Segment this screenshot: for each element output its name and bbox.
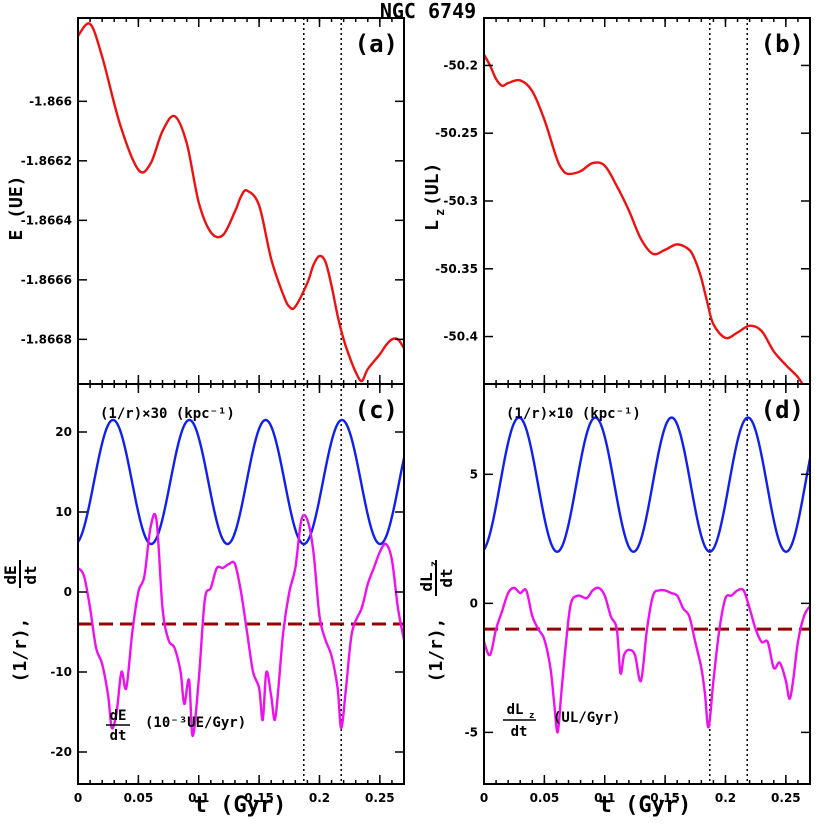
x-tick-label: 0.25 (771, 791, 801, 805)
panel-c: 0 0.05 0.1 0.15 0.2 0.25 20 10 0 -10 -20 (c) (50, 383, 405, 805)
series-line-c-1 (78, 418, 404, 546)
y-tick-label: -50.4 (443, 330, 478, 344)
axes-frame-d (483, 383, 811, 785)
annotation-d-num: dL (507, 702, 524, 718)
y-tick-label: 0 (470, 596, 478, 610)
x-axis-label-right: t (Gyr) (599, 793, 692, 818)
y-axis-label-d-pre: (1/r), (426, 617, 447, 682)
series-line-d-2 (484, 586, 810, 734)
x-tick-label: 0.1 (188, 791, 209, 805)
y-tick-label: -10 (50, 665, 72, 679)
x-axis-label-left: t (Gyr) (194, 793, 287, 818)
y-axis-label-d-den: dt (437, 568, 456, 587)
x-tick-label: 0.05 (124, 791, 154, 805)
annotation-c-bottom: dE dt (10⁻³UE/Gyr) (106, 708, 246, 744)
x-tick-label: 0.15 (650, 791, 680, 805)
series-line-a-1 (78, 22, 404, 383)
x-tick-label: 0.25 (365, 791, 395, 805)
y-axis-label-c-num: dE (1, 565, 20, 584)
panel-b: -50.2 -50.25 -50.3 -50.35 -50.4 (b) (435, 17, 811, 385)
x-tick-label: 0.2 (309, 791, 330, 805)
y-tick-label: -5 (465, 725, 478, 739)
x-tick-label: 0 (74, 791, 82, 805)
plot-area-d (484, 384, 810, 784)
y-axis-label-c-den: dt (21, 565, 40, 584)
panel-d: 0 0.05 0.1 0.15 0.2 0.25 5 0 -5 (d) (465, 383, 811, 805)
y-axis-label-a: E (UE) (6, 175, 27, 240)
x-tick-label: 0 (480, 791, 488, 805)
y-axis-label-c-pre: (1/r), (10, 617, 31, 682)
y-axis-label-b-sub: z (433, 209, 447, 216)
plot-area-a (78, 18, 404, 384)
series-line-b-1 (484, 54, 804, 384)
y-axis-label-d-num: dL (417, 572, 436, 591)
axes-frame-a (77, 17, 405, 385)
x-tick-label: 0.2 (715, 791, 736, 805)
y-axis-label-b-rest: (UL) (422, 163, 443, 206)
y-axis-label-d: (1/r), dL z dt (417, 560, 456, 683)
panel-label-d: (d) (761, 396, 804, 424)
plot-area-b (484, 18, 804, 384)
y-tick-label: -50.35 (435, 262, 478, 276)
y-tick-label: -20 (50, 745, 72, 759)
y-tick-label: -50.25 (435, 126, 478, 140)
y-axis-label-b-main: L (422, 220, 443, 231)
series-line-d-1 (484, 416, 810, 553)
panel-a: -1.866 -1.8662 -1.8664 -1.8666 -1.8668 (a) (21, 17, 405, 385)
annotation-d-bottom: dL z dt (UL/Gyr) (503, 702, 620, 740)
annotation-c-top: (1/r)×30 (kpc⁻¹) (100, 406, 235, 422)
annotation-d-den: dt (511, 724, 528, 740)
y-axis-label-b: L z (UL) (422, 163, 447, 231)
figure-title: NGC 6749 (380, 0, 476, 23)
series-line-c-2 (78, 513, 404, 738)
annotation-d-top: (1/r)×10 (kpc⁻¹) (506, 406, 641, 422)
annotation-c-den: dt (110, 728, 127, 744)
x-tick-label: 0.1 (594, 791, 615, 805)
plot-area-c (78, 384, 404, 784)
y-tick-label: -1.8666 (21, 273, 72, 287)
x-tick-label: 0.15 (244, 791, 274, 805)
y-tick-label: 10 (55, 505, 72, 519)
y-tick-label: -1.866 (29, 94, 72, 108)
annotation-d-units: (UL/Gyr) (553, 710, 620, 726)
y-tick-label: -1.8662 (21, 154, 72, 168)
y-axis-label-c: (1/r), dE dt (1, 560, 40, 683)
annotation-c-units: (10⁻³UE/Gyr) (145, 715, 246, 731)
y-axis-label-d-sub: z (429, 561, 440, 567)
y-tick-label: -1.8664 (21, 213, 72, 227)
y-tick-label: -50.2 (443, 58, 478, 72)
panel-label-b: (b) (761, 30, 804, 58)
y-tick-label: 5 (470, 467, 478, 481)
annotation-d-sub: z (529, 711, 534, 721)
panel-label-a: (a) (355, 30, 398, 58)
panel-label-c: (c) (355, 396, 398, 424)
x-tick-label: 0.05 (530, 791, 560, 805)
y-tick-label: -50.3 (443, 194, 478, 208)
annotation-c-num: dE (110, 708, 127, 724)
y-tick-label: 20 (55, 425, 72, 439)
y-tick-label: -1.8668 (21, 332, 72, 346)
y-tick-label: 0 (64, 585, 72, 599)
axes-frame-c (77, 383, 405, 785)
